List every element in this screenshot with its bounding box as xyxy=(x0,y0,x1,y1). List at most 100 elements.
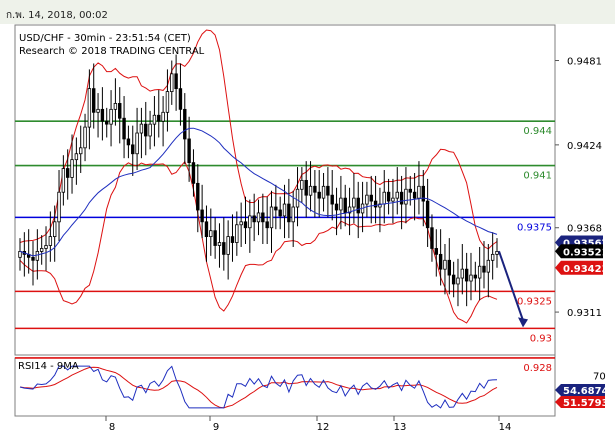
candle xyxy=(31,241,35,286)
candle-body xyxy=(430,227,434,249)
rsi-tag-0: 54.6874 xyxy=(555,384,609,397)
candle xyxy=(395,167,399,215)
candle xyxy=(386,178,391,215)
candle-body xyxy=(486,259,491,273)
rsi-tag-box xyxy=(555,396,605,408)
price-tag-box xyxy=(555,260,603,275)
candlesticks xyxy=(18,54,499,307)
candle-body xyxy=(191,162,196,184)
candle xyxy=(230,214,235,262)
candle-body xyxy=(408,188,412,193)
forecast-arrow xyxy=(498,250,528,328)
candle-body xyxy=(52,221,57,238)
y-tick-label: 0.9481 xyxy=(567,57,602,68)
candle xyxy=(278,196,282,230)
candle-body xyxy=(79,147,83,155)
candle xyxy=(317,170,321,218)
candle-body xyxy=(495,251,499,255)
candle-body xyxy=(209,230,213,238)
candle-body xyxy=(477,265,482,279)
candle xyxy=(291,190,295,247)
candle xyxy=(100,87,105,141)
candle xyxy=(434,229,438,277)
candle-body xyxy=(187,138,191,164)
candle xyxy=(92,63,96,129)
x-tick-label: 12 xyxy=(317,422,330,433)
candle xyxy=(469,252,473,301)
candle-body xyxy=(443,259,447,270)
candle xyxy=(109,90,113,147)
candle-body xyxy=(399,191,404,205)
candle-body xyxy=(451,274,456,285)
candle-body xyxy=(183,108,187,140)
candle xyxy=(226,220,230,280)
price-tag-box xyxy=(555,244,603,259)
candle-body xyxy=(352,197,356,208)
rsi-title: RSI14 - 9MA xyxy=(18,361,79,372)
candle xyxy=(113,78,118,126)
candle xyxy=(334,187,339,236)
candle xyxy=(161,96,165,147)
candle xyxy=(391,178,395,224)
candle xyxy=(269,190,274,253)
candle-body xyxy=(31,256,35,261)
candle-body xyxy=(122,117,126,140)
candle xyxy=(57,170,61,242)
candle-body xyxy=(66,168,70,178)
candle-body xyxy=(339,197,343,211)
y-axis: 0.9481 0.9424 0.9368 0.9311 xyxy=(555,57,602,319)
chart-subtitle: Research © 2018 TRADING CENTRAL xyxy=(19,46,205,57)
candle xyxy=(425,178,430,247)
candle xyxy=(330,170,334,221)
candle xyxy=(308,161,313,212)
rsi-line xyxy=(19,365,498,409)
candle xyxy=(265,196,269,245)
level-label-1: 0.941 xyxy=(523,171,552,182)
candle xyxy=(152,96,157,147)
candle xyxy=(365,181,369,218)
candle-body xyxy=(57,191,61,223)
candle-body xyxy=(248,215,252,229)
y-tick-label: 0.9424 xyxy=(567,141,602,152)
candle xyxy=(321,172,326,212)
candle-body xyxy=(243,221,248,229)
candle-body xyxy=(456,277,460,285)
candle-body xyxy=(464,268,469,282)
candle-body xyxy=(252,215,256,223)
candle xyxy=(430,214,434,262)
rsi-tick-label: 70 xyxy=(593,371,606,382)
candle-body xyxy=(217,242,222,246)
candle xyxy=(61,155,66,206)
candle xyxy=(373,175,378,224)
candle-body xyxy=(235,224,239,243)
candle xyxy=(300,167,304,203)
candle-body xyxy=(404,188,408,205)
candle-body xyxy=(391,197,395,202)
candle-body xyxy=(131,144,135,155)
candle xyxy=(304,161,308,218)
candle xyxy=(313,170,317,218)
candle-body xyxy=(256,212,261,223)
candle xyxy=(256,199,261,236)
candle-body xyxy=(170,73,174,92)
upper-band xyxy=(19,29,498,250)
candle xyxy=(217,223,222,268)
level-label-3: 0.9325 xyxy=(517,296,552,307)
candle-body xyxy=(61,168,66,193)
candle-body xyxy=(347,206,352,214)
timestamp: ก.พ. 14, 2018, 00:02 xyxy=(6,10,108,21)
candle xyxy=(187,116,191,182)
candle xyxy=(52,205,57,262)
candle-body xyxy=(100,108,105,122)
candle-body xyxy=(222,242,226,255)
candle xyxy=(44,226,48,271)
candle-body xyxy=(165,91,170,113)
candle xyxy=(74,137,79,185)
candle xyxy=(326,167,330,218)
candle-body xyxy=(382,191,386,205)
candle xyxy=(35,229,40,280)
candle xyxy=(443,244,447,295)
candle-body xyxy=(39,248,44,252)
candle xyxy=(135,107,139,171)
candle-body xyxy=(96,108,100,113)
